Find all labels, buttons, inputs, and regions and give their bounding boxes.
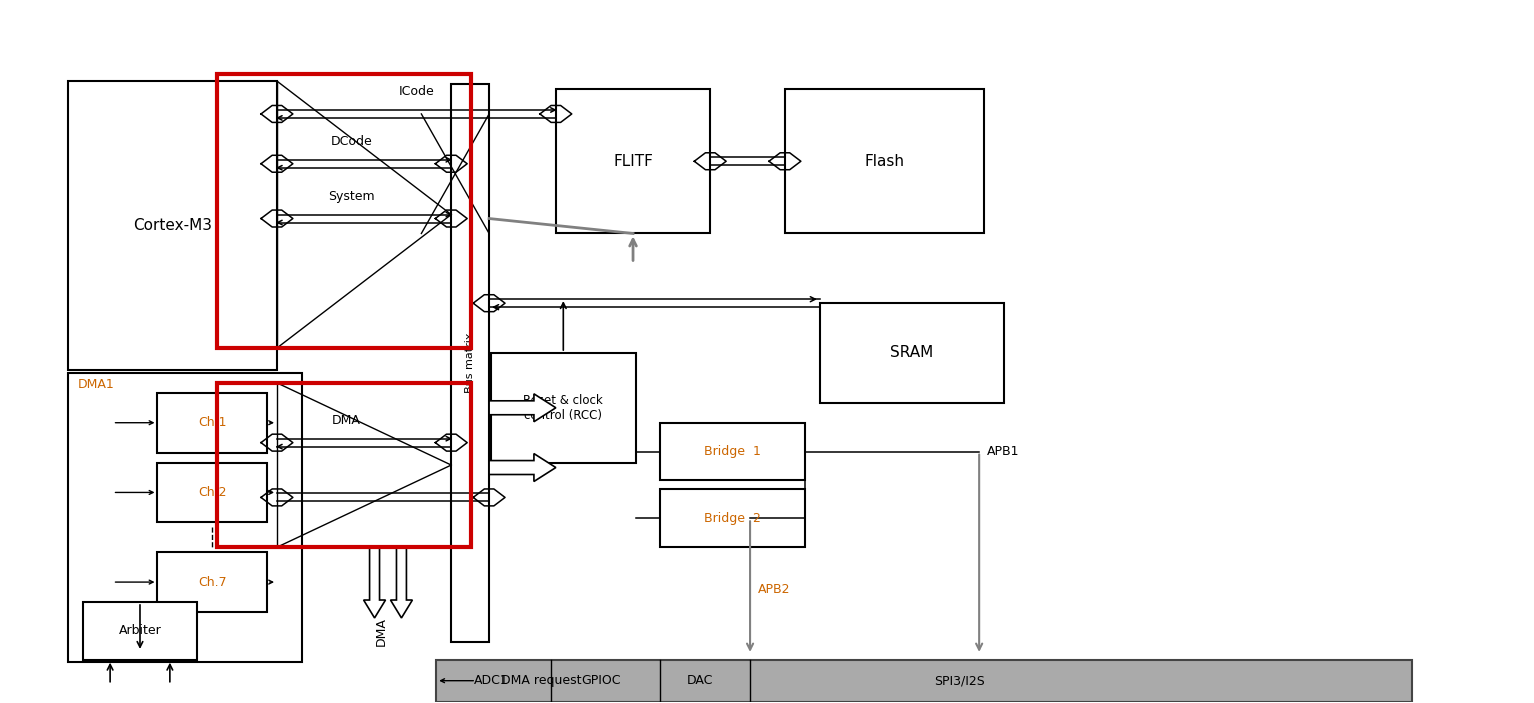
Bar [661,423,805,480]
Text: DMA: DMA [374,617,388,646]
Text: DAC: DAC [687,674,713,688]
Text: Bridge  2: Bridge 2 [704,512,761,525]
Bar [158,393,267,453]
Text: Bridge  1: Bridge 1 [704,445,761,458]
Text: Arbiter: Arbiter [118,624,161,638]
Text: Cortex-M3: Cortex-M3 [133,218,212,233]
Bar [785,89,985,233]
Text: Ch.1: Ch.1 [198,416,227,430]
Bar [436,660,1413,702]
Polygon shape [489,453,555,482]
Polygon shape [489,394,555,422]
Text: DMA1: DMA1 [78,378,115,391]
Bar [661,489,805,547]
Text: SPI3/I2S: SPI3/I2S [934,674,985,688]
Polygon shape [391,547,413,618]
Bar [491,353,635,463]
Text: Ch.2: Ch.2 [198,486,227,499]
Bar [451,84,489,642]
Text: Bus matrix: Bus matrix [465,333,476,393]
Text: Flash: Flash [865,154,905,169]
Bar [819,303,1005,403]
Text: DMA request: DMA request [500,674,581,688]
Text: Ch.7: Ch.7 [198,576,227,588]
Text: ICode: ICode [399,85,434,98]
Text: APB1: APB1 [986,445,1020,458]
Text: System: System [328,190,374,202]
Bar [218,74,471,348]
Text: DMA: DMA [333,413,360,427]
Text: SRAM: SRAM [890,345,934,361]
Bar [67,373,302,662]
Bar [83,602,198,660]
Bar [158,463,267,522]
Text: Reset & clock
control (RCC): Reset & clock control (RCC) [523,394,603,422]
Text: ADC1: ADC1 [474,674,508,688]
Bar [218,383,471,547]
Bar [158,552,267,612]
Polygon shape [364,547,385,618]
Bar [67,81,278,370]
Text: APB2: APB2 [758,583,790,595]
Text: FLITF: FLITF [614,154,653,169]
Bar [555,89,710,233]
Text: DCode: DCode [331,135,373,148]
Text: GPIOC: GPIOC [581,674,620,688]
